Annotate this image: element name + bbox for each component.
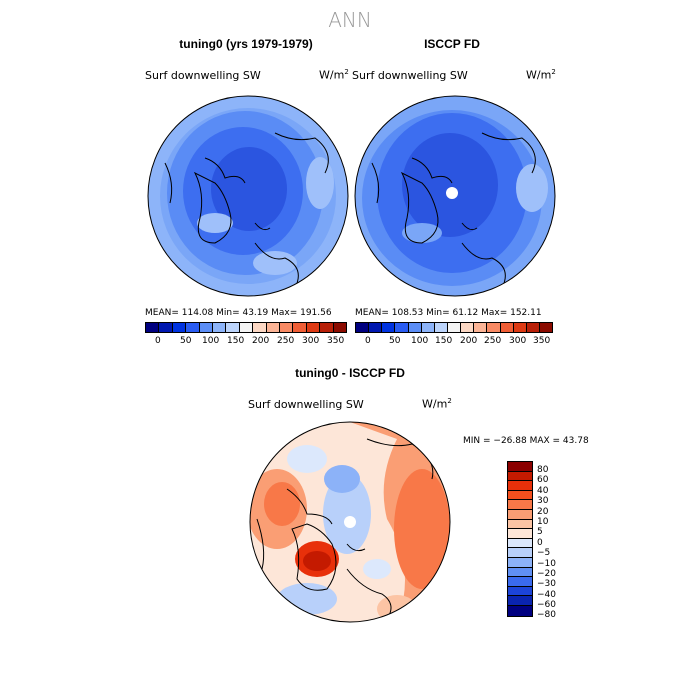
obs-panel-title: ISCCP FD	[424, 37, 480, 51]
obs-tick: 250	[484, 336, 502, 346]
diff-colorbar	[507, 461, 533, 617]
obs-tick: 200	[460, 336, 478, 346]
obs-tick: 150	[435, 336, 453, 346]
diff-tick: 40	[537, 485, 549, 496]
diff-tick: −10	[537, 558, 556, 569]
model-tick: 200	[252, 336, 270, 346]
model-tick: 0	[155, 336, 161, 346]
diff-tick: 0	[537, 537, 543, 548]
obs-tick: 0	[365, 336, 371, 346]
model-coastlines	[164, 132, 329, 289]
diff-panel-title: tuning0 - ISCCP FD	[295, 366, 405, 380]
diff-tick: −80	[537, 610, 556, 621]
model-colorbar	[145, 322, 347, 333]
obs-tick: 100	[411, 336, 429, 346]
diff-tick: 30	[537, 496, 549, 507]
diff-tick: 5	[537, 527, 543, 538]
obs-units-label: W/m2	[526, 68, 556, 82]
diff-tick: 80	[537, 465, 549, 475]
model-tick: 100	[202, 336, 220, 346]
model-panel-title: tuning0 (yrs 1979-1979)	[179, 37, 313, 51]
model-tick: 300	[302, 336, 320, 346]
diff-tick: 10	[537, 516, 549, 527]
obs-colorbar-ticks: 0 50 100 150 200 250 300 350	[355, 336, 551, 348]
model-tick: 150	[227, 336, 245, 346]
model-stats: MEAN= 114.08 Min= 43.19 Max= 191.56	[145, 308, 332, 318]
model-field-contours	[148, 96, 348, 296]
model-variable-label: Surf downwelling SW	[145, 69, 261, 82]
model-tick: 50	[180, 336, 192, 346]
diff-map-border	[249, 421, 451, 623]
obs-variable-label: Surf downwelling SW	[352, 69, 468, 82]
obs-stats: MEAN= 108.53 Min= 61.12 Max= 152.11	[355, 308, 542, 318]
model-units-label: W/m2	[319, 68, 349, 82]
obs-colorbar	[355, 322, 553, 333]
model-colorbar-ticks: 0 50 100 150 200 250 300 350	[145, 336, 345, 348]
diff-tick: −20	[537, 568, 556, 579]
diff-tick: −30	[537, 579, 556, 590]
model-polar-map	[147, 95, 349, 297]
diff-units-label: W/m2	[422, 397, 452, 411]
model-tick: 350	[327, 336, 345, 346]
obs-field-contours	[355, 96, 555, 296]
diff-tick: 60	[537, 475, 549, 486]
diff-field-contours	[250, 422, 450, 622]
diff-tick: −60	[537, 600, 556, 611]
diff-colorbar-ticks: 80 60 40 30 20 10 5 0 −5 −10 −20 −30 −40…	[537, 465, 556, 621]
obs-tick: 300	[509, 336, 527, 346]
obs-coastlines	[371, 132, 536, 289]
diff-tick: −40	[537, 589, 556, 600]
obs-map-border	[354, 95, 556, 297]
model-tick: 250	[277, 336, 295, 346]
diff-polar-map	[249, 421, 451, 623]
diff-tick: −5	[537, 548, 551, 559]
diff-stats: MIN = −26.88 MAX = 43.78	[463, 436, 589, 446]
model-map-border	[147, 95, 349, 297]
obs-tick: 50	[389, 336, 401, 346]
obs-tick: 350	[533, 336, 551, 346]
obs-polar-map	[354, 95, 556, 297]
figure-title: ANN	[328, 8, 372, 32]
diff-tick: 20	[537, 506, 549, 517]
diff-variable-label: Surf downwelling SW	[248, 398, 364, 411]
